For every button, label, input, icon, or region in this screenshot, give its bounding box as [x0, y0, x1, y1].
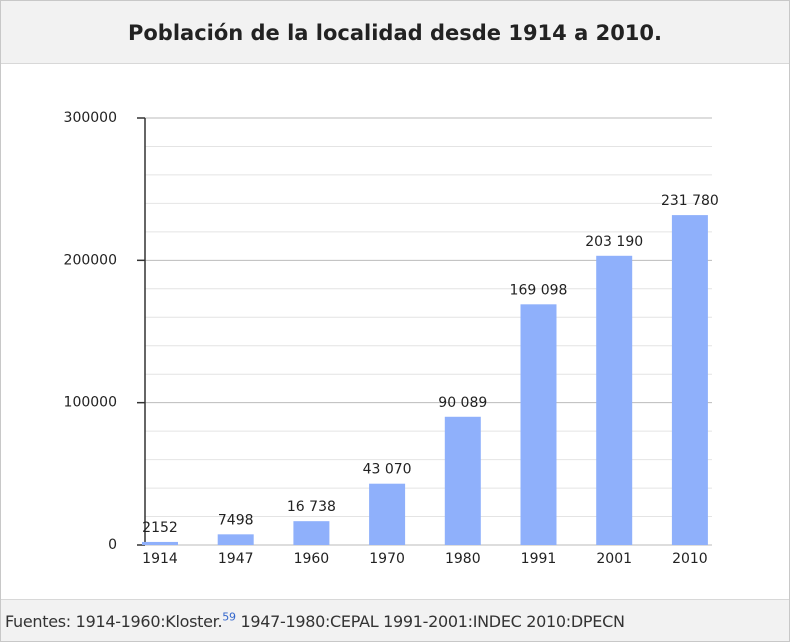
value-label: 231 780	[661, 193, 719, 209]
value-label: 90 089	[438, 395, 487, 411]
footer-text: 1947-1980:CEPAL 1991-2001:INDEC 2010:DPE…	[235, 612, 625, 631]
bar	[369, 483, 406, 545]
chart: 0 100000 200000 300000 1914 2152 1947 7498 1960 1…	[64, 110, 719, 567]
value-label: 203 190	[585, 234, 643, 250]
footer-text: Fuentes: 1914-1960:Kloster.	[5, 612, 223, 631]
bar	[217, 534, 254, 545]
x-tick-label: 1980	[445, 551, 481, 567]
x-tick-label: 1947	[218, 551, 254, 567]
x-tick-label: 2001	[596, 551, 632, 567]
footer: Fuentes: 1914-1960:Kloster.59 1947-1980:…	[1, 599, 789, 641]
x-tick-label: 1960	[294, 551, 330, 567]
value-label: 7498	[218, 512, 254, 528]
y-tick-label: 200000	[64, 252, 117, 268]
value-label: 43 070	[363, 462, 412, 478]
footer-ref[interactable]: 59	[222, 610, 236, 624]
value-label: 2152	[142, 520, 178, 536]
value-label: 169 098	[510, 282, 568, 298]
bar	[671, 215, 708, 545]
value-label: 16 738	[287, 499, 336, 515]
bar	[142, 541, 178, 545]
x-tick-label: 1914	[142, 551, 178, 567]
x-tick-label: 1991	[521, 551, 557, 567]
y-tick-label: 0	[108, 537, 117, 553]
y-tick-label: 100000	[64, 395, 117, 411]
bar	[596, 255, 633, 545]
bar	[444, 416, 481, 545]
x-tick-label: 1970	[369, 551, 405, 567]
chart-title: Población de la localidad desde 1914 a 2…	[1, 1, 789, 64]
bar	[293, 521, 330, 545]
y-tick-label: 300000	[64, 110, 117, 126]
x-tick-label: 2010	[672, 551, 708, 567]
bar	[520, 304, 557, 545]
